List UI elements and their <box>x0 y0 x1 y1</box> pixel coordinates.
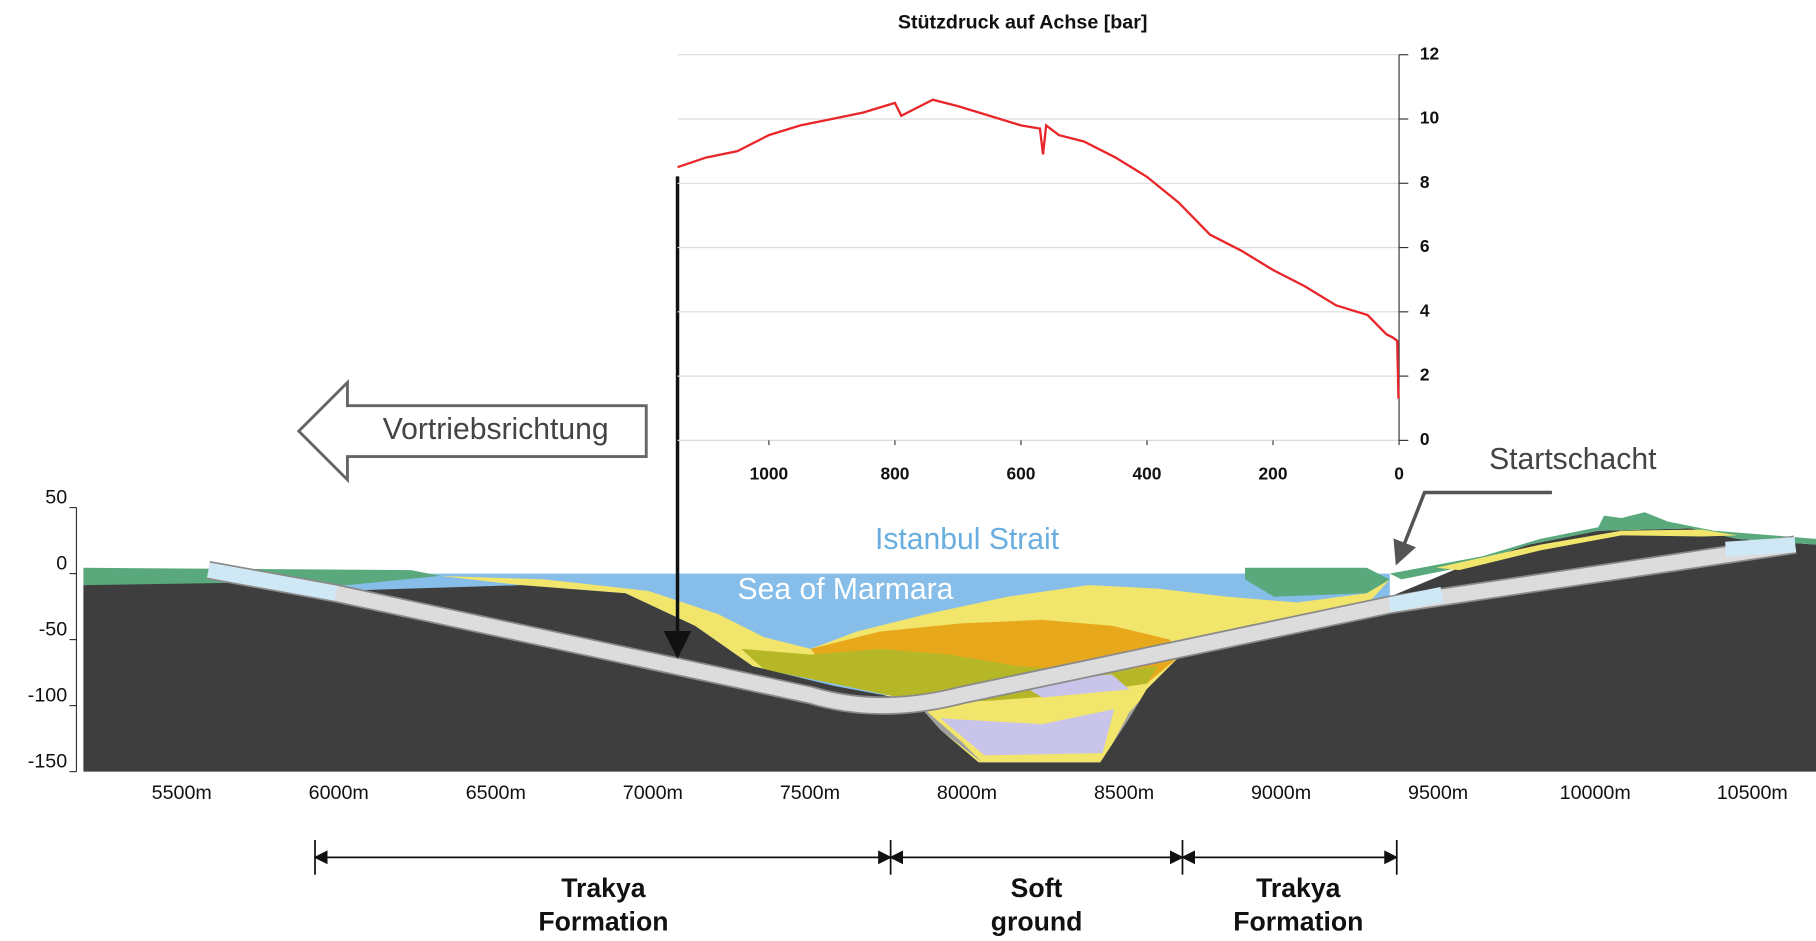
y-tick-label: 10 <box>1420 108 1439 128</box>
x-tick-label: 7000m <box>623 782 683 804</box>
annotation: Sea of Marmara <box>738 573 954 606</box>
x-tick-label: 6500m <box>466 782 526 804</box>
x-tick-label: 1000 <box>750 464 789 484</box>
x-tick-label: 600 <box>1006 464 1035 484</box>
x-tick-label: 7500m <box>780 782 840 804</box>
x-tick-label: 10000m <box>1560 782 1631 804</box>
x-tick-label: 400 <box>1133 464 1162 484</box>
formation-label: Trakya <box>561 873 646 903</box>
x-tick-label: 9500m <box>1408 782 1468 804</box>
chart-title: Stützdruck auf Achse [bar] <box>898 12 1148 34</box>
x-tick-label: 8500m <box>1094 782 1154 804</box>
x-tick-label: 200 <box>1259 464 1288 484</box>
formation-label: Formation <box>1233 906 1363 936</box>
y-tick-label: -150 <box>28 751 67 773</box>
y-tick-label: 4 <box>1420 300 1430 320</box>
cut-and-cover <box>1390 594 1442 604</box>
y-tick-label: 50 <box>45 486 67 508</box>
pressure-line <box>678 100 1399 399</box>
x-tick-label: 6000m <box>309 782 369 804</box>
formation-label: ground <box>991 906 1083 936</box>
x-tick-label: 8000m <box>937 782 997 804</box>
annotation: Istanbul Strait <box>875 523 1060 556</box>
y-tick-label: 8 <box>1420 172 1430 192</box>
cut-and-cover <box>1726 545 1795 550</box>
formation-label: Soft <box>1011 873 1063 903</box>
formation-label: Formation <box>538 906 668 936</box>
y-tick-label: -50 <box>39 619 67 641</box>
y-tick-label: 0 <box>56 553 67 575</box>
y-tick-label: 12 <box>1420 43 1439 63</box>
y-tick-label: 2 <box>1420 365 1430 385</box>
x-tick-label: 800 <box>880 464 909 484</box>
y-tick-label: 6 <box>1420 236 1430 256</box>
formation-label: Trakya <box>1256 873 1341 903</box>
x-tick-label: 10500m <box>1717 782 1788 804</box>
annotation: Startschacht <box>1489 443 1657 476</box>
x-tick-label: 9000m <box>1251 782 1311 804</box>
figure: Stützdruck auf Achse [bar] 0 2 4 6 8 10 12 1000… <box>0 0 1816 941</box>
page: {"chart_data": [ {"type": "line", "title… <box>0 0 1816 941</box>
x-tick-label: 0 <box>1394 464 1404 484</box>
formation-dimensions <box>315 840 1397 875</box>
x-tick-label: 5500m <box>152 782 212 804</box>
y-tick-label: 0 <box>1420 429 1430 449</box>
land-patch <box>1245 568 1390 597</box>
annotation: Vortriebsrichtung <box>383 413 609 446</box>
y-tick-label: -100 <box>28 685 67 707</box>
